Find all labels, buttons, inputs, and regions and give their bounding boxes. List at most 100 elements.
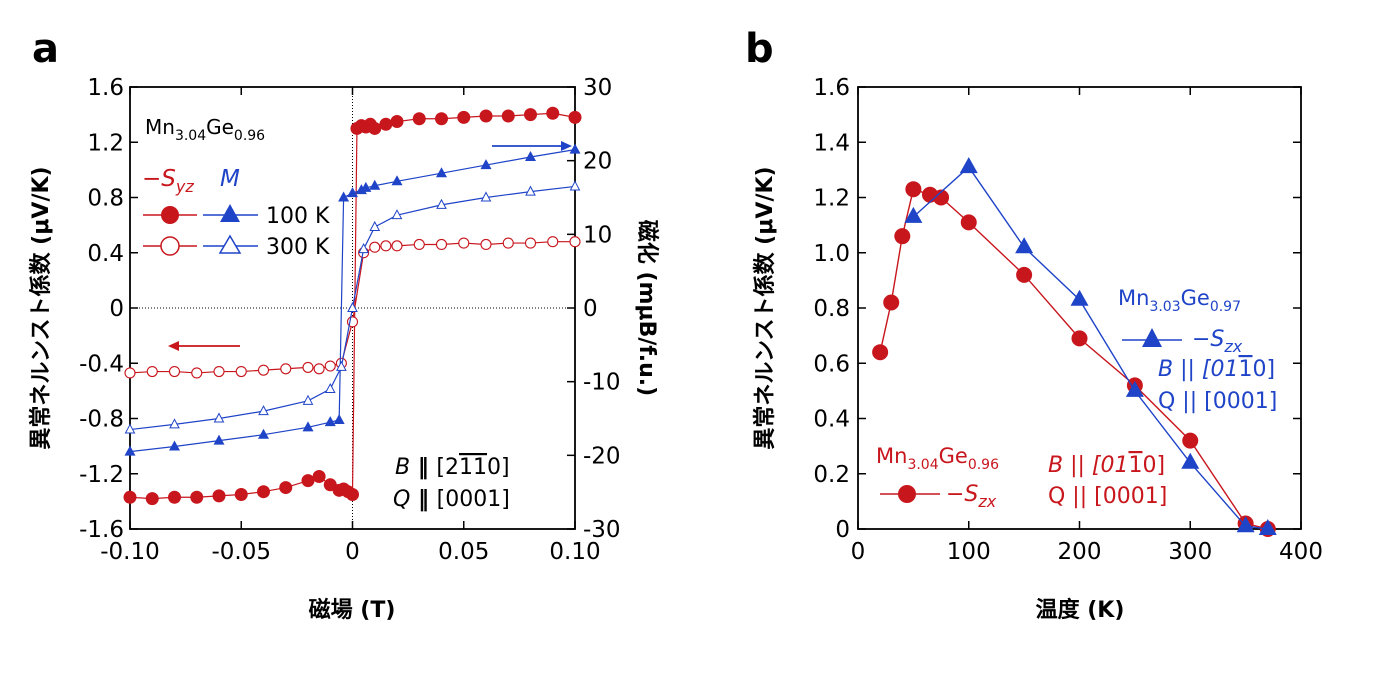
data-point (124, 423, 136, 434)
data-point (480, 191, 492, 202)
data-point (436, 167, 447, 178)
data-point (360, 181, 372, 192)
ticks-a: -0.10 -0.05 0 0.05 0.10 1.6 1.2 0.8 0.4 0 -0.4 -0.8… (79, 75, 620, 565)
legend-m-label: M (220, 166, 240, 192)
y-tick-label-b: 0.2 (813, 462, 850, 488)
data-point (391, 209, 403, 220)
data-point (1015, 237, 1034, 254)
series-a-3 (124, 180, 581, 434)
y-tick-label-b: 1.2 (813, 186, 850, 212)
data-point (338, 191, 350, 202)
arrow-right-axis (492, 141, 572, 151)
data-point (502, 237, 514, 249)
legend-s-label: −Syz (142, 166, 194, 196)
y-tick-label-a-right: -30 (583, 517, 621, 543)
data-point (168, 490, 181, 504)
data-point (380, 240, 392, 252)
series-a-2 (124, 143, 581, 456)
y-axis-label-b: 異常ネルンスト係数 (μV/K) (752, 166, 778, 449)
data-point (213, 365, 225, 378)
data-point (213, 412, 225, 423)
data-point (894, 228, 911, 245)
svg-text:−Szx: −Szx (946, 482, 997, 511)
y-tick-label-a-left: -1.6 (79, 517, 124, 543)
y-axis-label-a-left: 異常ネルンスト係数 (μV/K) (28, 166, 54, 449)
y-tick-label-a-right: 0 (583, 296, 598, 322)
panel-a: -0.10 -0.05 0 0.05 0.10 1.6 1.2 0.8 0.4 0 -0.4 -0.8… (28, 75, 660, 623)
data-point (301, 474, 315, 488)
data-point (302, 421, 314, 432)
y-tick-label-a-left: -0.8 (79, 407, 124, 433)
data-point (146, 365, 158, 378)
data-point (313, 363, 325, 375)
y-tick-label-a-left: 0.8 (87, 186, 124, 212)
x-tick-label-a: 0.10 (549, 539, 600, 565)
y-tick-label-a-left: -0.4 (79, 351, 124, 377)
compound-b-blue: Mn3.03Ge0.97 (1118, 286, 1241, 315)
data-point (124, 367, 136, 379)
legend-300K: 300 K (266, 235, 330, 260)
data-point (1258, 519, 1277, 535)
data-point (525, 185, 536, 196)
data-point (347, 187, 358, 198)
data-point (547, 236, 559, 248)
y-tick-label-a-right: -20 (583, 443, 621, 469)
data-point (883, 294, 900, 311)
data-point (1181, 452, 1200, 469)
q-direction-b-red: Q || [0001] (1048, 484, 1167, 509)
x-tick-label-b: 300 (1168, 539, 1212, 565)
series-b-1 (904, 157, 1277, 535)
data-point (169, 418, 180, 429)
data-point (168, 365, 181, 378)
data-point (369, 241, 381, 253)
data-point (369, 220, 381, 231)
data-point (169, 440, 180, 451)
data-point (960, 214, 977, 231)
data-point (569, 236, 581, 248)
data-point (358, 242, 369, 254)
data-point (501, 109, 515, 123)
series-a (123, 106, 582, 506)
svg-text:−Szx: −Szx (1192, 327, 1243, 356)
data-point (457, 110, 471, 124)
y-tick-label-b: 0.6 (813, 351, 850, 377)
legend-marker-filled-circle (161, 206, 179, 224)
data-point (302, 361, 314, 373)
data-point (336, 360, 347, 371)
data-point (872, 344, 889, 361)
y-tick-label-b: 1.4 (813, 130, 850, 156)
data-point (435, 238, 448, 251)
legend-marker-open-circle (160, 236, 180, 256)
data-point (302, 394, 314, 405)
data-point (234, 487, 248, 501)
legend-b-red: −Szx (880, 482, 997, 511)
data-point (347, 301, 358, 312)
x-tick-label-b: 200 (1058, 539, 1102, 565)
data-point (368, 121, 382, 135)
data-point (333, 413, 345, 424)
y-tick-label-a-right: 20 (583, 149, 612, 175)
y-tick-label-a-left: 1.2 (87, 130, 124, 156)
compound-b-red: Mn3.04Ge0.96 (876, 444, 999, 473)
data-point (258, 428, 269, 439)
y-tick-label-b: 1.6 (813, 75, 850, 101)
data-point (369, 179, 381, 190)
y-tick-label-a-left: 1.6 (87, 75, 124, 101)
data-point (258, 405, 269, 416)
data-point (1070, 289, 1089, 306)
field-direction-b-red: B || [0110] (1048, 453, 1165, 478)
panel-b: 0 100 200 300 400 0 0.2 0.4 0.6 0.8 1.0 1.2 1.4 1.6 M… (752, 75, 1323, 623)
data-point (524, 237, 537, 249)
legend-row-100K: 100 K (143, 204, 330, 229)
panel-label-a: a (32, 26, 59, 72)
y-tick-label-a-left: 0.4 (87, 241, 124, 267)
data-point (569, 143, 581, 154)
field-direction-b-blue: B || [0110] (1158, 357, 1275, 382)
data-point (546, 106, 560, 120)
data-point (312, 470, 326, 484)
legend-marker-open-triangle (218, 234, 242, 254)
q-direction-a: Q ‖ [0001] (393, 487, 510, 512)
x-tick-label-a: 0.05 (438, 539, 489, 565)
data-point (324, 360, 336, 372)
